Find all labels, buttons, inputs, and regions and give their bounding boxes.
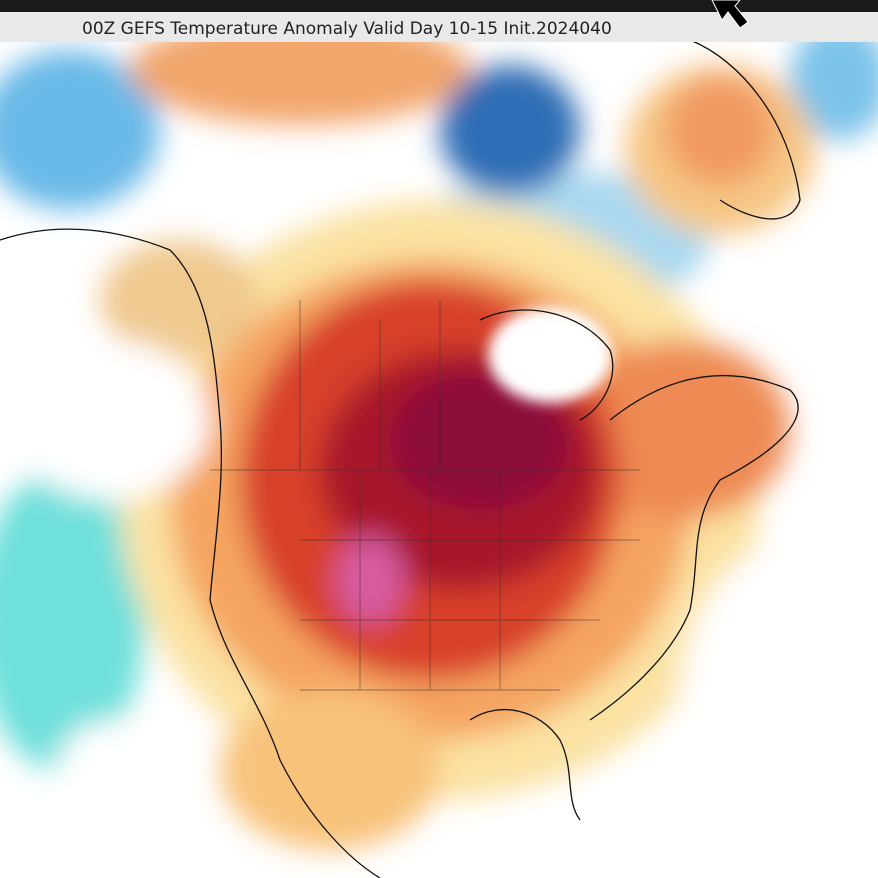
borders <box>210 300 640 691</box>
map-title: 00Z GEFS Temperature Anomaly Valid Day 1… <box>82 19 612 39</box>
mouse-cursor <box>711 0 749 29</box>
coastlines <box>0 39 801 878</box>
hudson-bay <box>488 307 612 403</box>
top-bar <box>0 0 878 12</box>
